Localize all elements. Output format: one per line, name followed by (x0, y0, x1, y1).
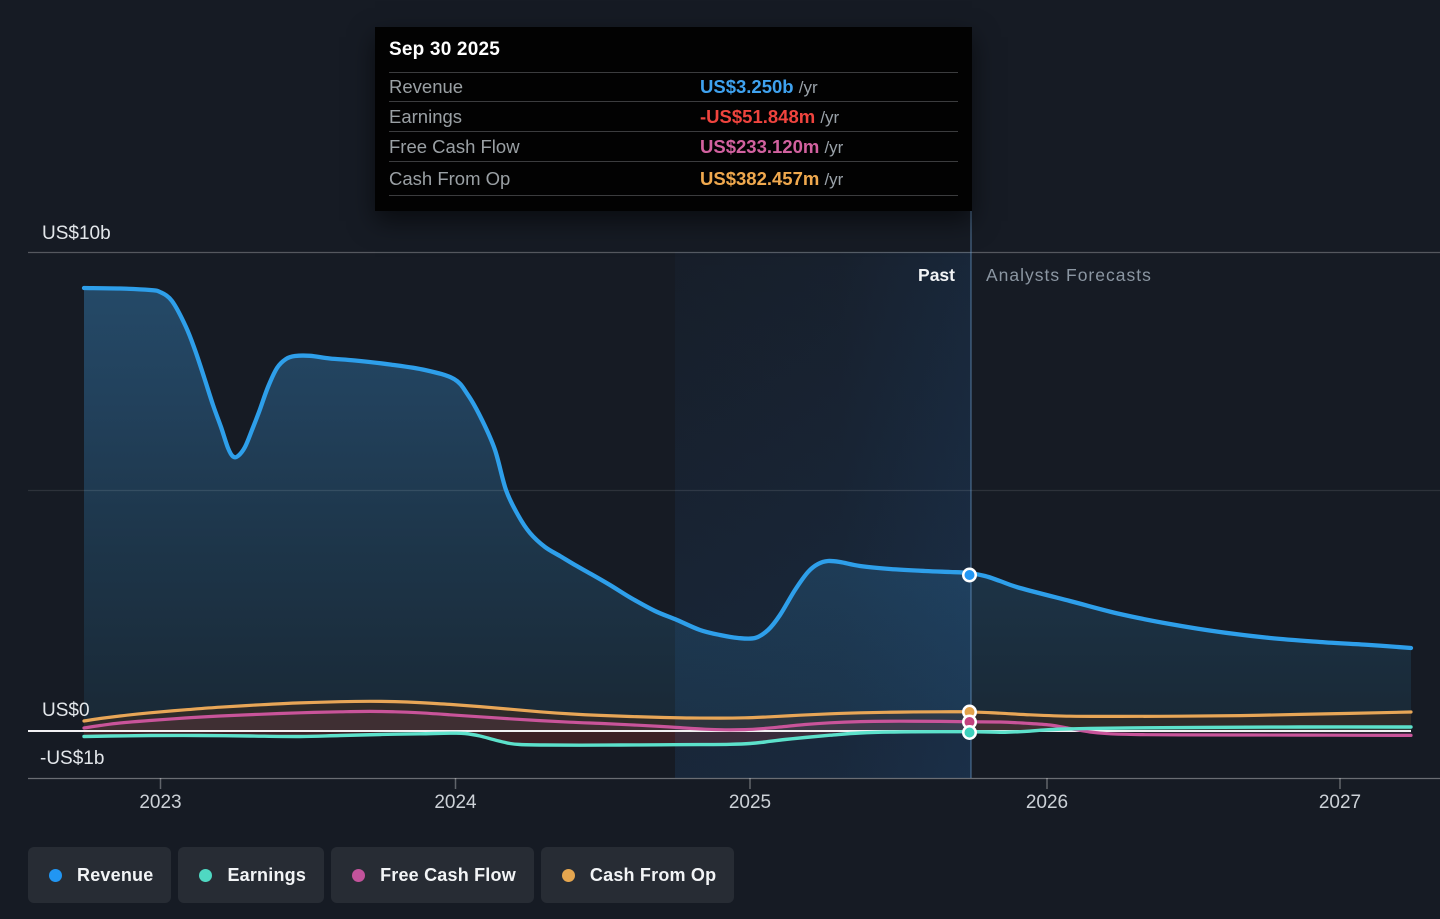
svg-text:US$10b: US$10b (42, 223, 111, 244)
svg-text:2024: 2024 (434, 792, 477, 813)
svg-text:2025: 2025 (729, 792, 771, 813)
svg-text:2023: 2023 (139, 792, 181, 813)
svg-text:Past: Past (918, 265, 955, 285)
svg-text:Analysts Forecasts: Analysts Forecasts (986, 265, 1152, 285)
svg-text:2027: 2027 (1319, 792, 1361, 813)
svg-text:2026: 2026 (1026, 792, 1068, 813)
svg-text:US$0: US$0 (42, 700, 90, 721)
svg-text:-US$1b: -US$1b (40, 748, 104, 769)
